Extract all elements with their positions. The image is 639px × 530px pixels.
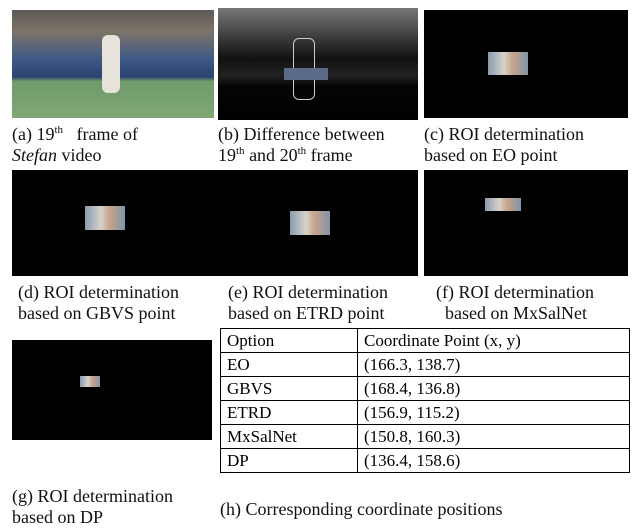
roi-image [12,340,212,440]
text: 19 [36,124,54,144]
table-cell: (156.9, 115.2) [358,401,630,425]
text: (f) [436,282,454,302]
table-row: EO(166.3, 138.7) [221,353,630,377]
text: (a) [12,124,32,144]
roi-image [216,170,418,276]
text: 19 [218,145,236,165]
table-cell: (168.4, 136.8) [358,377,630,401]
text: th [298,145,307,157]
text: (g) [12,486,33,506]
table-cell: Coordinate Point (x, y) [358,329,630,353]
table-row: ETRD(156.9, 115.2) [221,401,630,425]
caption: (f) ROI determination based on MxSalNet [436,282,636,324]
table-cell: (166.3, 138.7) [358,353,630,377]
text: (h) [220,499,241,519]
table-cell: GBVS [221,377,358,401]
table-cell: EO [221,353,358,377]
table-cell: ETRD [221,401,358,425]
table-cell: MxSalNet [221,425,358,449]
text: ROI determination [252,282,387,302]
text: th [236,145,245,157]
text: ROI determination [44,282,179,302]
table-row: GBVS(168.4, 136.8) [221,377,630,401]
text: and [249,145,275,165]
table-cell: DP [221,449,358,473]
table-cell: (136.4, 158.6) [358,449,630,473]
table-cell: Option [221,329,358,353]
text: ROI determination [38,486,173,506]
text: 20 [280,145,298,165]
text: Corresponding coordinate positions [246,499,503,519]
caption: (a) 19th frame of Stefan video [12,124,212,166]
text: based on DP [12,507,103,527]
roi-image [12,170,216,276]
roi-image [424,170,628,276]
difference-image [218,8,418,120]
frame-image [12,10,214,118]
table-row: MxSalNet(150.8, 160.3) [221,425,630,449]
text: frame [311,145,353,165]
table-row: DP(136.4, 158.6) [221,449,630,473]
text: frame of [77,124,138,144]
text: (b) [218,124,239,144]
text: based on ETRD point [228,303,384,323]
text: video [62,145,102,165]
text: (c) [424,124,444,144]
table-cell: (150.8, 160.3) [358,425,630,449]
text: Stefan [12,145,57,165]
text: ROI determination [458,282,593,302]
roi-image [424,10,628,118]
figure: (a) 19th frame ofStefan video (b) Differ… [0,0,639,530]
text: based on EO point [424,145,557,165]
text: (d) [18,282,39,302]
text: based on MxSalNet [445,303,587,323]
text: (e) [228,282,248,302]
text: ROI determination [448,124,583,144]
text: Difference between [244,124,385,144]
text: th [54,124,63,136]
text: based on GBVS point [18,303,176,323]
caption: (h) Corresponding coordinate positions [220,499,630,520]
